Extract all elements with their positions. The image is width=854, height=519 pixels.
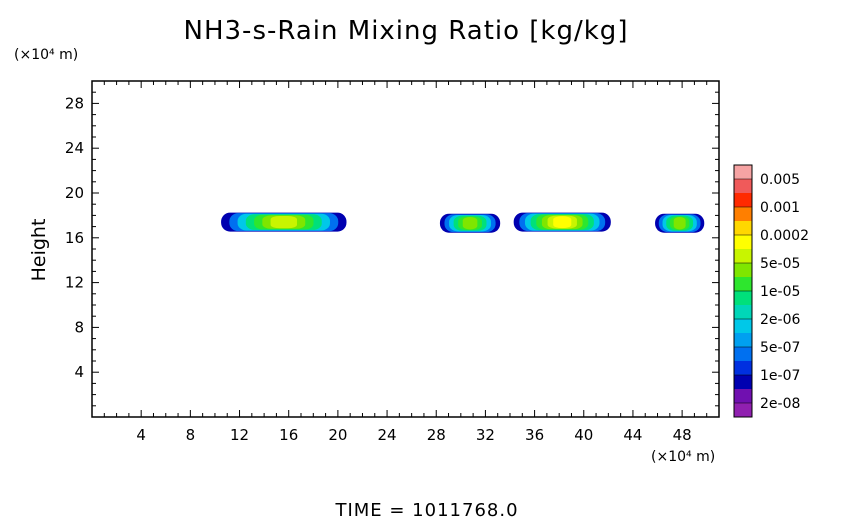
x-unit-label: (×10⁴ m): [651, 449, 715, 465]
rain-cell: [655, 213, 705, 233]
plot-features: [221, 212, 705, 233]
colorbar: [733, 164, 753, 418]
colorbar-swatch: [734, 235, 752, 250]
colorbar-swatch: [734, 305, 752, 320]
colorbar-swatch: [734, 361, 752, 376]
colorbar-label: 5e-07: [760, 340, 800, 356]
x-tick-label: 8: [186, 426, 196, 444]
colorbar-label: 1e-07: [760, 368, 800, 384]
colorbar-swatch: [734, 179, 752, 194]
colorbar-swatch: [734, 207, 752, 222]
x-tick-label: 16: [279, 426, 298, 444]
colorbar-label: 0.0002: [760, 228, 809, 244]
plot-frame: [91, 80, 720, 418]
x-tick-label: 12: [230, 426, 249, 444]
colorbar-label: 5e-05: [760, 256, 800, 272]
x-tick-label: 36: [525, 426, 544, 444]
y-tick-label: 24: [65, 139, 84, 157]
x-tick-label: 20: [328, 426, 347, 444]
y-tick-label: 8: [74, 318, 84, 336]
x-tick-label: 28: [427, 426, 446, 444]
x-tick-label: 48: [673, 426, 692, 444]
colorbar-swatch: [734, 277, 752, 292]
colorbar-label: 1e-05: [760, 284, 800, 300]
rain-cell: [221, 212, 347, 232]
y-tick-label: 20: [65, 184, 84, 202]
rain-cell-level: [270, 215, 297, 229]
colorbar-swatch: [734, 389, 752, 404]
colorbar-swatch: [734, 319, 752, 334]
colorbar-label: 0.001: [760, 200, 800, 216]
y-tick-label: 4: [74, 363, 84, 381]
chart-title: NH3-s-Rain Mixing Ratio [kg/kg]: [184, 16, 629, 46]
colorbar-swatch: [734, 333, 752, 348]
colorbar-label: 2e-08: [760, 396, 800, 412]
x-tick-label: 24: [378, 426, 397, 444]
y-tick-label: 16: [65, 229, 84, 247]
y-tick-label: 28: [65, 94, 84, 112]
colorbar-swatch: [734, 193, 752, 208]
x-tick-label: 4: [136, 426, 146, 444]
colorbar-label: 0.005: [760, 172, 800, 188]
colorbar-swatch: [734, 263, 752, 278]
time-label: TIME = 1011768.0: [334, 500, 518, 519]
axis-ticks: [92, 81, 719, 417]
colorbar-label: 2e-06: [760, 312, 800, 328]
y-unit-label: (×10⁴ m): [14, 47, 78, 63]
colorbar-swatch: [734, 375, 752, 390]
colorbar-swatch: [734, 291, 752, 306]
x-tick-label: 44: [623, 426, 642, 444]
rain-cell-level: [553, 216, 572, 229]
colorbar-swatch: [734, 165, 752, 180]
colorbar-swatch: [734, 221, 752, 236]
x-tick-label: 32: [476, 426, 495, 444]
y-axis-label: Height: [28, 219, 50, 282]
y-tick-label: 12: [65, 274, 84, 292]
rain-cell-level: [673, 216, 686, 230]
colorbar-swatch: [734, 347, 752, 362]
x-tick-label: 40: [574, 426, 593, 444]
rain-cell: [439, 213, 501, 233]
rain-cell: [513, 212, 611, 232]
colorbar-labels: 0.005 0.001 0.0002 5e-05 1e-05 2e-06 5e-07 1e-0…: [734, 172, 809, 412]
colorbar-swatch: [734, 403, 752, 418]
colorbar-swatch: [734, 249, 752, 264]
rain-cell-level: [462, 216, 478, 230]
